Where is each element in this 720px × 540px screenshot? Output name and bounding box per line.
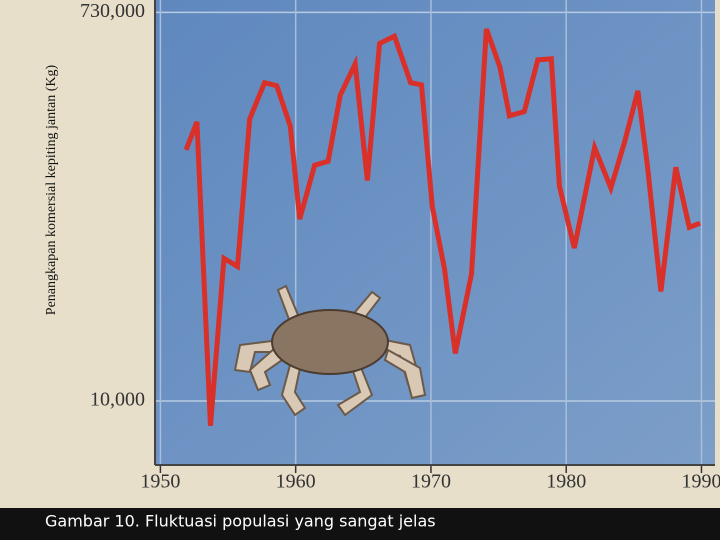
crab-illustration — [233, 284, 427, 417]
x-tick-label: 1980 — [546, 471, 586, 493]
y-axis-label: Penangkapan komersial kepiting jantan (K… — [44, 64, 59, 315]
y-tick-label: 730,000 — [80, 0, 145, 22]
caption: Gambar 10. Fluktuasi populasi yang sanga… — [45, 512, 436, 531]
x-tick-label: 1960 — [276, 471, 316, 493]
x-tick-label: 1990 — [681, 471, 720, 493]
x-tick-label: 1950 — [140, 471, 180, 493]
data-line — [183, 28, 702, 427]
x-tick-label: 1970 — [411, 471, 451, 493]
caption-bar — [0, 508, 720, 540]
y-tick-label: 10,000 — [90, 389, 145, 411]
